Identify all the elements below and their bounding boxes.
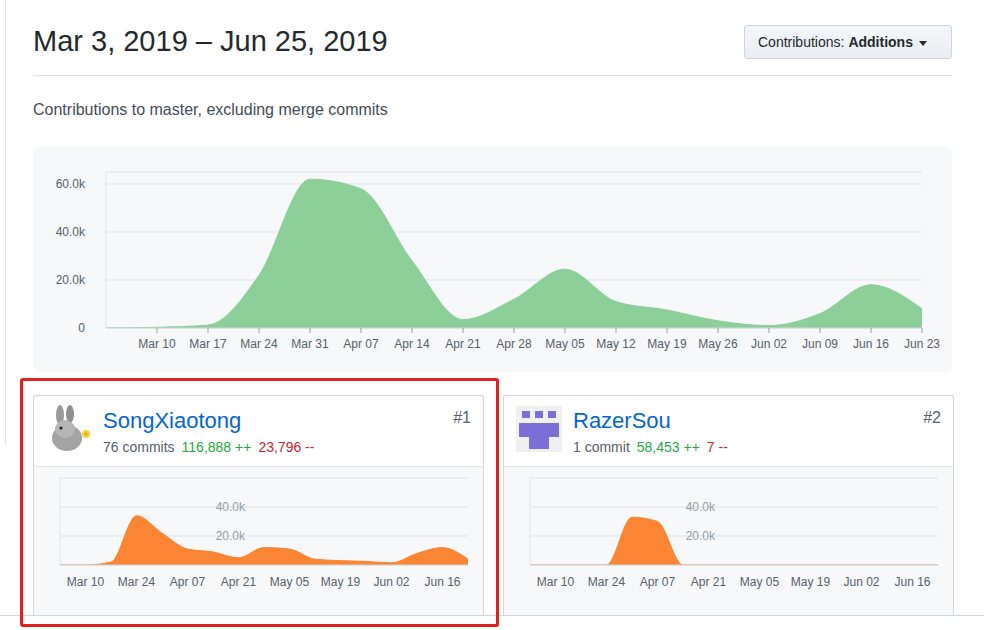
svg-text:Jun 16: Jun 16 [894, 575, 930, 589]
svg-text:Mar 24: Mar 24 [118, 575, 156, 589]
html-text:76 commits: 76 commits [103, 439, 175, 455]
html-text:SongXiaotong: SongXiaotong [103, 408, 242, 433]
svg-text:Mar 10: Mar 10 [138, 337, 176, 351]
svg-text:Apr 07: Apr 07 [343, 337, 379, 351]
svg-text:Mar 24: Mar 24 [240, 337, 278, 351]
svg-text:May 05: May 05 [740, 575, 780, 589]
html-text:Contributions: Additions: Contributions: Additions [758, 34, 913, 50]
svg-text:May 19: May 19 [647, 337, 687, 351]
svg-text:Jun 02: Jun 02 [843, 575, 879, 589]
svg-text:Apr 28: Apr 28 [496, 337, 532, 351]
html-text:#1: #1 [453, 409, 471, 426]
svg-text:May 05: May 05 [270, 575, 310, 589]
svg-text:Apr 21: Apr 21 [691, 575, 727, 589]
svg-text:Apr 21: Apr 21 [221, 575, 257, 589]
svg-text:Mar 17: Mar 17 [189, 337, 227, 351]
html-text:#2: #2 [923, 409, 941, 426]
svg-text:Mar 10: Mar 10 [67, 575, 105, 589]
html-text:7 --: 7 -- [706, 439, 728, 455]
svg-text:May 05: May 05 [545, 337, 585, 351]
svg-text:Jun 09: Jun 09 [802, 337, 838, 351]
svg-text:0: 0 [78, 321, 85, 335]
svg-text:Apr 07: Apr 07 [170, 575, 206, 589]
svg-text:40.0k: 40.0k [56, 225, 86, 239]
svg-text:20.0k: 20.0k [56, 273, 86, 287]
svg-text:Mar 10: Mar 10 [537, 575, 575, 589]
svg-text:May 19: May 19 [791, 575, 831, 589]
svg-text:Jun 02: Jun 02 [373, 575, 409, 589]
html-text:116,888 ++: 116,888 ++ [181, 439, 252, 455]
svg-text:40.0k: 40.0k [686, 500, 716, 514]
svg-text:20.0k: 20.0k [216, 529, 246, 543]
svg-text:Jun 23: Jun 23 [904, 337, 940, 351]
html-text:23,796 --: 23,796 -- [258, 439, 315, 455]
svg-text:Mar 24: Mar 24 [588, 575, 626, 589]
svg-text:Jun 16: Jun 16 [424, 575, 460, 589]
html-text:RazerSou: RazerSou [573, 408, 671, 433]
svg-text:Mar 31: Mar 31 [291, 337, 329, 351]
svg-text:May 19: May 19 [321, 575, 361, 589]
svg-text:20.0k: 20.0k [686, 529, 716, 543]
html-text:1 commit: 1 commit [573, 439, 630, 455]
svg-text:Apr 21: Apr 21 [445, 337, 481, 351]
html-text:58,453 ++: 58,453 ++ [636, 439, 700, 455]
svg-text:Apr 14: Apr 14 [394, 337, 430, 351]
html-text:Contributions to master, exclu: Contributions to master, excluding merge… [33, 101, 388, 118]
svg-text:Apr 07: Apr 07 [640, 575, 676, 589]
svg-text:Jun 02: Jun 02 [751, 337, 787, 351]
svg-text:Jun 16: Jun 16 [853, 337, 889, 351]
svg-text:May 26: May 26 [698, 337, 738, 351]
html-text:Mar 3, 2019 – Jun 25, 2019: Mar 3, 2019 – Jun 25, 2019 [33, 25, 388, 57]
svg-text:60.0k: 60.0k [56, 177, 86, 191]
svg-text:40.0k: 40.0k [216, 500, 246, 514]
svg-text:May 12: May 12 [596, 337, 636, 351]
